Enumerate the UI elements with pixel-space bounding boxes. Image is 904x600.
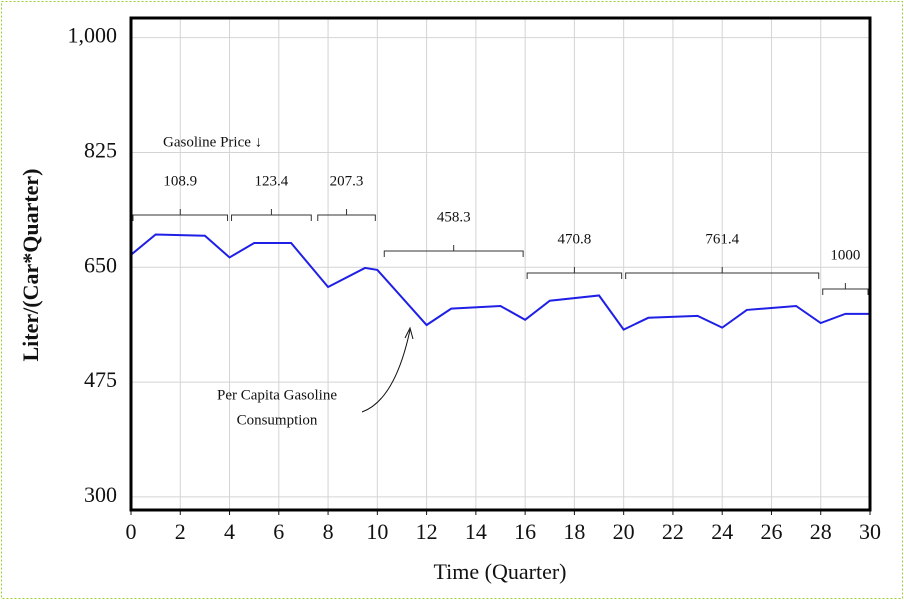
price-bracket bbox=[132, 209, 229, 221]
price-label: 108.9 bbox=[163, 173, 197, 189]
price-label: 1000 bbox=[830, 247, 860, 263]
price-title: Gasoline Price ↓ bbox=[163, 134, 262, 150]
x-tick-label: 8 bbox=[323, 519, 334, 544]
price-bracket bbox=[383, 245, 524, 257]
y-tick-label: 1,000 bbox=[68, 23, 118, 48]
price-bracket bbox=[231, 209, 312, 221]
price-bracket bbox=[526, 267, 623, 279]
plot bbox=[130, 233, 870, 331]
price-bracket bbox=[625, 267, 820, 279]
price-label: 207.3 bbox=[330, 173, 364, 189]
x-axis-label: Time (Quarter) bbox=[434, 559, 567, 584]
x-tick-label: 20 bbox=[613, 519, 635, 544]
price-label: 470.8 bbox=[558, 231, 592, 247]
x-tick-label: 6 bbox=[273, 519, 284, 544]
price-bracket bbox=[317, 209, 376, 221]
series-line bbox=[130, 233, 870, 331]
x-tick-label: 14 bbox=[465, 519, 487, 544]
x-tick-label: 16 bbox=[514, 519, 536, 544]
y-tick-label: 300 bbox=[84, 482, 117, 507]
y-tick-label: 475 bbox=[84, 367, 117, 392]
annotation-arrow bbox=[361, 329, 411, 413]
x-tick-label: 22 bbox=[662, 519, 684, 544]
x-tick-label: 30 bbox=[859, 519, 881, 544]
x-tick-label: 28 bbox=[810, 519, 832, 544]
x-tick-label: 10 bbox=[366, 519, 388, 544]
x-tick-label: 4 bbox=[224, 519, 235, 544]
price-label: 761.4 bbox=[705, 231, 739, 247]
annotation-arrowhead bbox=[404, 326, 414, 340]
series-annotation: Consumption bbox=[237, 412, 318, 428]
x-tick-label: 24 bbox=[711, 519, 733, 544]
x-tick-label: 18 bbox=[563, 519, 585, 544]
series-annotation: Per Capita Gasoline bbox=[217, 387, 337, 403]
plot-frame bbox=[129, 16, 872, 512]
price-label: 123.4 bbox=[255, 173, 289, 189]
price-label: 458.3 bbox=[437, 209, 471, 225]
x-tick-label: 0 bbox=[126, 519, 137, 544]
y-axis-label: Liter/(Car*Quarter) bbox=[18, 168, 43, 361]
grid bbox=[130, 18, 871, 515]
y-tick-label: 825 bbox=[84, 138, 117, 163]
x-tick-label: 2 bbox=[175, 519, 186, 544]
x-tick-label: 26 bbox=[760, 519, 782, 544]
y-tick-label: 650 bbox=[84, 252, 117, 277]
x-tick-label: 12 bbox=[416, 519, 438, 544]
price-bracket bbox=[822, 283, 869, 295]
